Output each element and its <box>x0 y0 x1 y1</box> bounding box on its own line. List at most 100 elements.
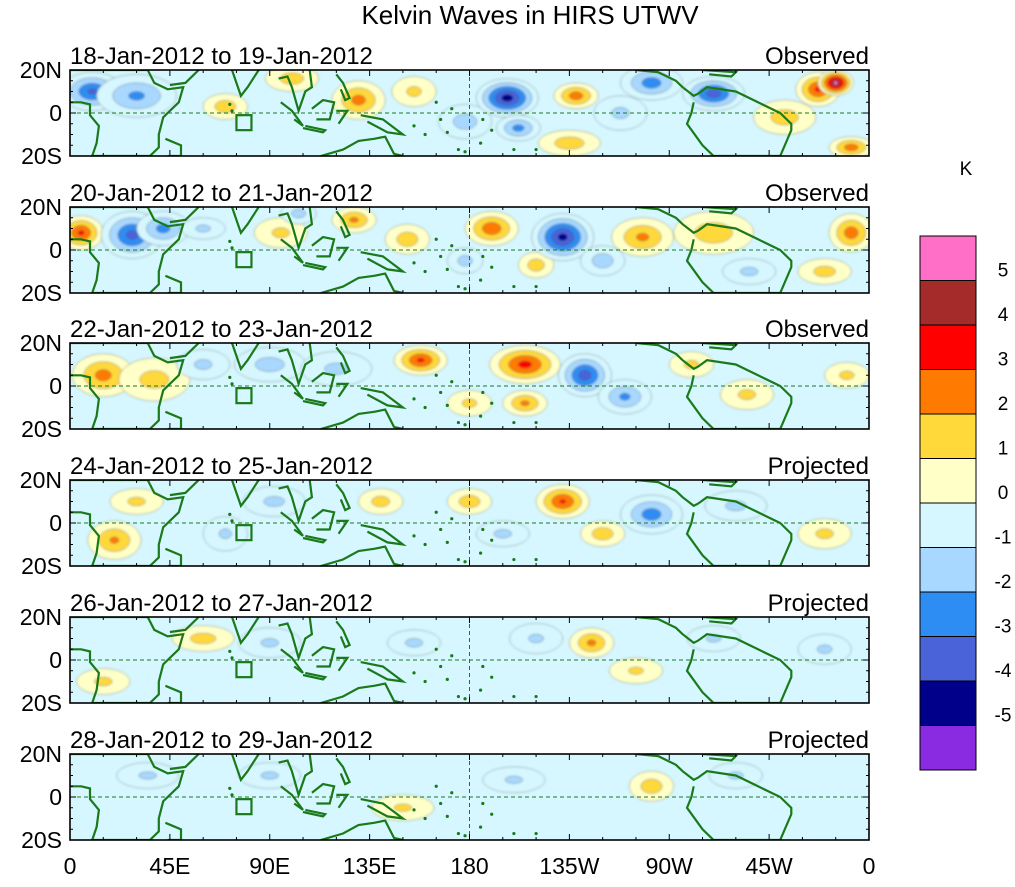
y-tick-label: 20S <box>21 416 62 442</box>
anomaly-blob <box>482 766 546 793</box>
reference-box <box>235 114 253 132</box>
anomaly-blob <box>518 251 555 279</box>
anomaly-blob <box>171 625 235 652</box>
anomaly-blob <box>384 223 430 255</box>
colorbar-unit: K <box>960 159 973 180</box>
anomaly-blob <box>391 76 437 107</box>
panel-date-label: 24-Jan-2012 to 25-Jan-2012 <box>70 453 373 480</box>
panel-type-label: Observed <box>765 43 869 70</box>
colorbar: K 5 4 3 2 1 0 -1 -2 -3 -4 -5 <box>919 159 1012 771</box>
anomaly-blob <box>722 258 776 285</box>
colorbar-label: -2 <box>995 572 1012 593</box>
anomaly-blob <box>620 494 683 534</box>
x-axis: 0 45E 90E 135E 180 135W 90W 45W 0 <box>64 853 876 879</box>
colorbar-swatch <box>919 636 977 682</box>
colorbar-swatch <box>919 680 977 726</box>
anomaly-blob <box>669 351 714 378</box>
colorbar-swatch <box>919 235 977 281</box>
colorbar-label: 0 <box>998 483 1009 504</box>
coastlines <box>70 617 793 703</box>
panel-5: 20N 0 20S 26-Jan-2012 to 27-Jan-2012 Project… <box>20 590 870 716</box>
anomaly-blob <box>358 488 404 515</box>
colorbar-label: 3 <box>998 350 1009 371</box>
panels-group: 20N 0 20S 18-Jan-2012 to 19-Jan-2012 Observe… <box>20 43 870 853</box>
anomaly-blob <box>704 490 768 522</box>
colorbar-swatch <box>919 725 977 771</box>
anomaly-blob <box>828 213 869 253</box>
anomaly-blob <box>234 347 306 382</box>
anomaly-blob <box>118 357 191 402</box>
anomaly-blob <box>76 668 131 695</box>
anomaly-blob <box>569 627 614 659</box>
anomaly-blob <box>495 114 541 142</box>
colorbar-swatch <box>919 458 977 504</box>
y-tick-label: 20N <box>20 194 62 220</box>
anomaly-blob <box>824 362 869 389</box>
anomaly-blob <box>238 627 302 659</box>
colorbar-label: 2 <box>998 394 1009 415</box>
colorbar-swatch <box>919 369 977 415</box>
panel-type-label: Projected <box>768 590 869 617</box>
anomaly-blob <box>447 390 492 417</box>
colorbar-label: 4 <box>998 305 1009 326</box>
colorbar-swatch <box>919 502 977 548</box>
y-tick-label: 20S <box>21 553 62 579</box>
reference-box <box>235 798 253 816</box>
reference-box <box>235 251 253 269</box>
anomaly-blob <box>136 211 191 246</box>
colorbar-swatch <box>919 547 977 593</box>
anomaly-blob <box>387 629 441 656</box>
y-tick-label: 20S <box>21 280 62 306</box>
x-tick-label: 0 <box>64 853 77 879</box>
x-tick-label: 0 <box>863 853 876 879</box>
y-tick-label: 0 <box>49 373 62 399</box>
anomaly-blob <box>70 215 104 251</box>
panel-date-label: 20-Jan-2012 to 21-Jan-2012 <box>70 180 373 207</box>
colorbar-swatch <box>919 324 977 370</box>
coastlines <box>70 207 793 293</box>
anomaly-blob <box>797 518 852 550</box>
anomaly-blob <box>535 484 590 519</box>
y-tick-label: 20N <box>20 330 62 356</box>
anomaly-blob <box>176 349 231 380</box>
y-tick-label: 20N <box>20 604 62 630</box>
colorbar-label: 1 <box>998 439 1009 460</box>
anomaly-blob <box>331 80 386 120</box>
coastlines <box>70 480 793 566</box>
colorbar-swatch <box>919 280 977 326</box>
anomaly-blob <box>553 82 599 109</box>
panel-date-label: 18-Jan-2012 to 19-Jan-2012 <box>70 43 373 70</box>
anomaly-blob <box>609 657 663 684</box>
anomaly-blob <box>371 794 435 821</box>
y-tick-label: 0 <box>49 237 62 263</box>
reference-box <box>235 524 253 542</box>
colorbar-label: -5 <box>995 706 1012 727</box>
y-tick-label: 20S <box>21 143 62 169</box>
colorbar-label: 5 <box>998 261 1009 282</box>
anomaly-blob <box>797 634 852 665</box>
x-tick-label: 180 <box>450 853 488 879</box>
x-tick-label: 45W <box>745 853 793 879</box>
y-tick-label: 20S <box>21 690 62 716</box>
colorbar-swatch <box>919 413 977 459</box>
anomaly-blob <box>673 211 754 255</box>
anomaly-blob <box>509 623 563 654</box>
y-tick-label: 20N <box>20 57 62 83</box>
anomaly-blob <box>254 217 308 249</box>
panel-2: 20N 0 20S 20-Jan-2012 to 21-Jan-2012 Observe… <box>20 180 870 306</box>
anomaly-blob <box>580 245 626 276</box>
panel-type-label: Observed <box>765 180 869 207</box>
anomaly-blob <box>531 213 594 261</box>
anomaly-blob <box>611 217 674 257</box>
anomaly-blob <box>580 520 626 547</box>
anomaly-blob <box>629 771 674 802</box>
reference-box <box>235 387 253 405</box>
x-tick-label: 135W <box>539 853 599 879</box>
coastlines <box>70 754 793 840</box>
x-tick-label: 90W <box>646 853 694 879</box>
panel-4: 20N 0 20S 24-Jan-2012 to 25-Jan-2012 Project… <box>20 453 870 579</box>
anomaly-blob <box>593 95 648 131</box>
anomaly-blob <box>464 211 519 246</box>
anomaly-blob <box>202 516 248 552</box>
anomaly-blob <box>797 258 852 285</box>
